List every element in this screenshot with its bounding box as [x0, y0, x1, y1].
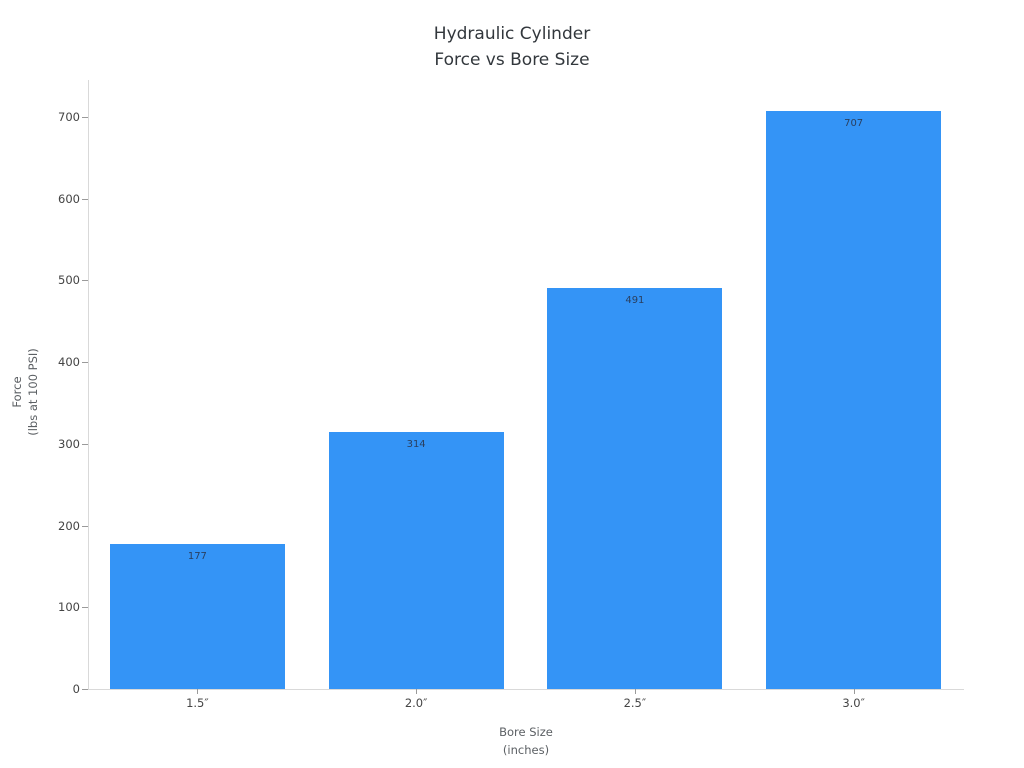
- y-tick-mark: [82, 444, 88, 445]
- y-tick-mark: [82, 199, 88, 200]
- x-tick-label: 1.5″: [186, 696, 209, 710]
- bar-value-label: 491: [625, 294, 645, 306]
- x-tick-label: 2.5″: [623, 696, 647, 710]
- x-tick-mark: [416, 689, 417, 694]
- chart-title: Hydraulic Cylinder Force vs Bore Size: [0, 21, 1024, 73]
- y-tick-mark: [82, 607, 88, 608]
- y-tick-label: 700: [58, 109, 80, 124]
- y-tick-label: 200: [58, 518, 80, 533]
- y-axis-line: [88, 80, 89, 689]
- x-tick-mark: [635, 689, 636, 694]
- bar-value-label: 177: [187, 551, 207, 563]
- x-axis-line: [88, 689, 964, 690]
- y-tick-label: 100: [58, 600, 80, 615]
- bar-value-label: 314: [406, 439, 426, 451]
- chart-title-line2: Force vs Bore Size: [434, 50, 590, 70]
- bar-value-label: 707: [844, 118, 864, 130]
- y-tick-label: 0: [72, 682, 80, 696]
- y-tick-label: 600: [58, 191, 80, 206]
- y-tick-mark: [82, 117, 88, 118]
- x-tick-label: 2.0″: [404, 696, 428, 710]
- bar: 177: [109, 544, 285, 689]
- x-axis-title-line2: (inches): [502, 742, 550, 757]
- y-tick-mark: [82, 362, 88, 363]
- chart-title-line1: Hydraulic Cylinder: [433, 24, 591, 44]
- bar: 707: [766, 111, 942, 689]
- y-tick-label: 500: [58, 273, 80, 288]
- x-axis-title-line1: Bore Size: [499, 725, 553, 739]
- x-tick-mark: [854, 689, 855, 694]
- y-tick-mark: [82, 526, 88, 527]
- x-axis-title: Bore Size (inches): [88, 724, 964, 759]
- bar: 314: [328, 432, 504, 689]
- x-tick-mark: [197, 689, 198, 694]
- x-tick-label: 3.0″: [842, 696, 865, 710]
- y-tick-label: 400: [58, 355, 80, 370]
- y-tick-mark: [82, 280, 88, 281]
- y-tick-mark: [82, 689, 88, 690]
- bar: 491: [547, 287, 723, 689]
- y-tick-label: 300: [58, 436, 80, 451]
